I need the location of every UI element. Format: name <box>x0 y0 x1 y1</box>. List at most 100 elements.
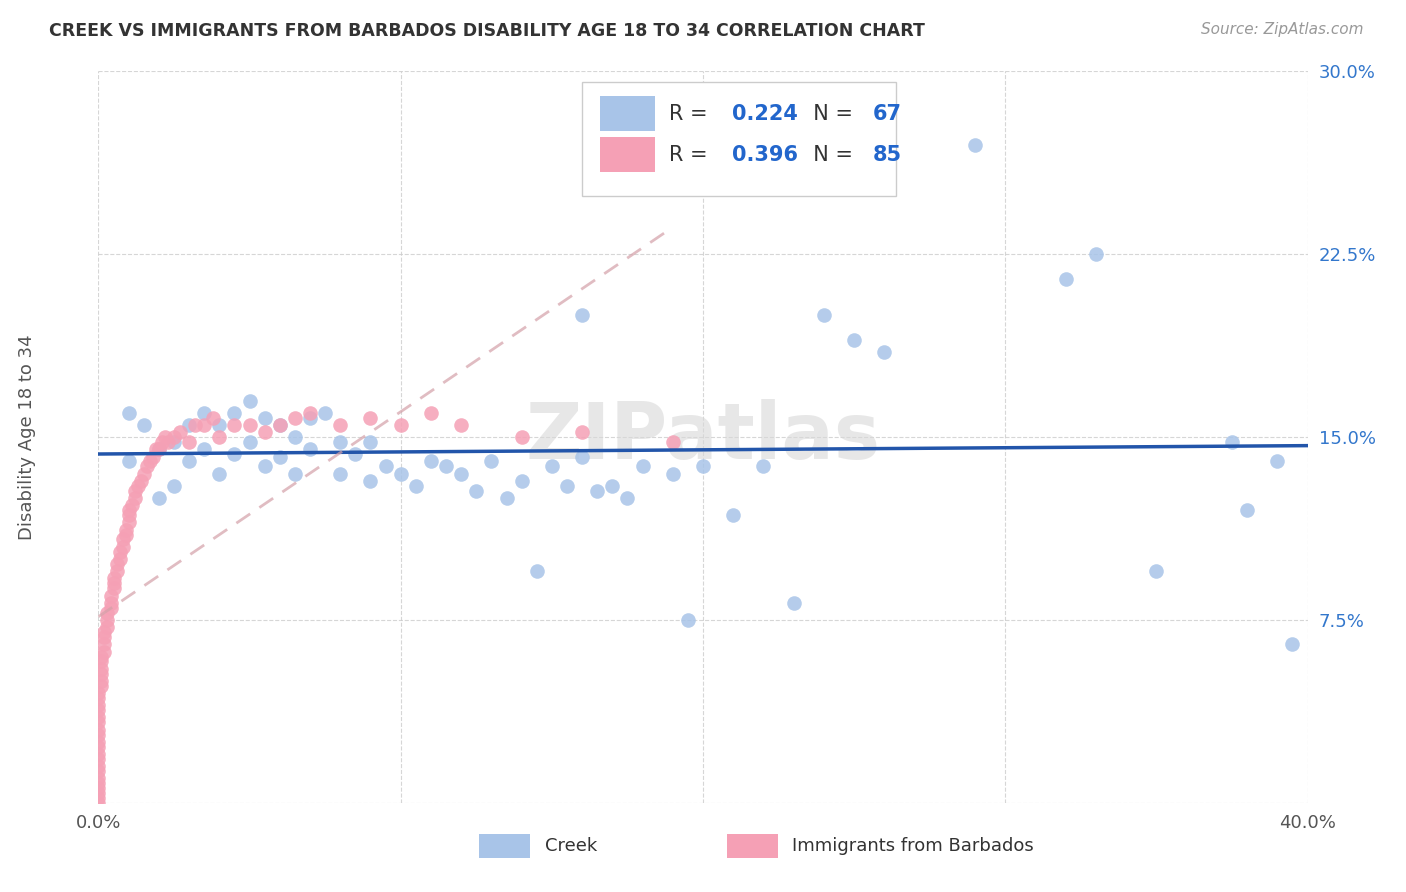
Point <box>329 417 352 432</box>
Point <box>360 410 382 425</box>
Point <box>90 654 112 668</box>
Point <box>179 417 201 432</box>
Point <box>284 467 307 481</box>
Point <box>87 786 110 800</box>
Point <box>100 600 122 615</box>
Point <box>87 727 110 741</box>
Point <box>150 434 173 449</box>
Point <box>1085 247 1108 261</box>
Point <box>87 781 110 796</box>
Point <box>420 454 443 468</box>
Point <box>616 491 638 505</box>
Point <box>145 442 167 457</box>
Point <box>118 454 141 468</box>
Point <box>179 434 201 449</box>
Point <box>142 450 165 464</box>
Point <box>284 430 307 444</box>
Point <box>1281 637 1303 651</box>
Point <box>239 417 262 432</box>
FancyBboxPatch shape <box>727 834 778 858</box>
Point <box>108 552 131 566</box>
Point <box>752 459 775 474</box>
Point <box>481 454 503 468</box>
Point <box>193 442 215 457</box>
Text: 85: 85 <box>872 145 901 165</box>
Point <box>87 715 110 730</box>
Point <box>96 606 118 620</box>
Point <box>93 645 115 659</box>
Point <box>103 581 125 595</box>
Text: Immigrants from Barbados: Immigrants from Barbados <box>793 837 1035 855</box>
Point <box>555 479 578 493</box>
Point <box>495 491 517 505</box>
Point <box>465 483 488 498</box>
Point <box>87 735 110 749</box>
Point <box>208 417 231 432</box>
Point <box>90 662 112 676</box>
Point <box>676 613 699 627</box>
Point <box>103 572 125 586</box>
Point <box>239 434 262 449</box>
Point <box>1267 454 1289 468</box>
Point <box>692 459 714 474</box>
Point <box>526 564 548 578</box>
Point <box>87 698 110 713</box>
Point <box>163 434 186 449</box>
Point <box>148 491 170 505</box>
Point <box>540 459 562 474</box>
Point <box>87 759 110 773</box>
Point <box>169 425 191 440</box>
Point <box>87 739 110 754</box>
Text: Source: ZipAtlas.com: Source: ZipAtlas.com <box>1201 22 1364 37</box>
Point <box>87 710 110 724</box>
Point <box>87 747 110 761</box>
Text: N =: N = <box>800 145 859 165</box>
Point <box>179 454 201 468</box>
Point <box>93 637 115 651</box>
Point <box>105 557 128 571</box>
Point <box>389 417 412 432</box>
Text: R =: R = <box>669 103 714 124</box>
Point <box>124 483 146 498</box>
Point <box>208 467 231 481</box>
Point <box>148 442 170 457</box>
Point <box>510 430 533 444</box>
Point <box>389 467 412 481</box>
Point <box>118 508 141 522</box>
Y-axis label: Disability Age 18 to 34: Disability Age 18 to 34 <box>18 334 37 540</box>
Point <box>434 459 457 474</box>
Point <box>239 393 262 408</box>
Point <box>224 447 246 461</box>
Point <box>224 417 246 432</box>
Point <box>129 474 152 488</box>
Point <box>344 447 367 461</box>
Point <box>121 499 143 513</box>
Point <box>114 527 136 541</box>
Point <box>450 417 472 432</box>
FancyBboxPatch shape <box>600 137 655 172</box>
Point <box>87 752 110 766</box>
Point <box>1220 434 1243 449</box>
Point <box>783 596 806 610</box>
Point <box>329 467 352 481</box>
Point <box>111 540 134 554</box>
Point <box>360 474 382 488</box>
Point <box>661 467 683 481</box>
Point <box>90 679 112 693</box>
Point <box>108 544 131 558</box>
Point <box>224 406 246 420</box>
Point <box>96 620 118 634</box>
Point <box>139 454 162 468</box>
Point <box>163 479 186 493</box>
Point <box>103 576 125 591</box>
Text: CREEK VS IMMIGRANTS FROM BARBADOS DISABILITY AGE 18 TO 34 CORRELATION CHART: CREEK VS IMMIGRANTS FROM BARBADOS DISABI… <box>49 22 925 40</box>
Point <box>1236 503 1258 517</box>
Point <box>253 425 276 440</box>
Point <box>87 791 110 805</box>
Point <box>844 333 866 347</box>
Point <box>87 776 110 790</box>
Point <box>253 459 276 474</box>
Point <box>87 723 110 737</box>
Point <box>269 417 291 432</box>
Point <box>314 406 336 420</box>
